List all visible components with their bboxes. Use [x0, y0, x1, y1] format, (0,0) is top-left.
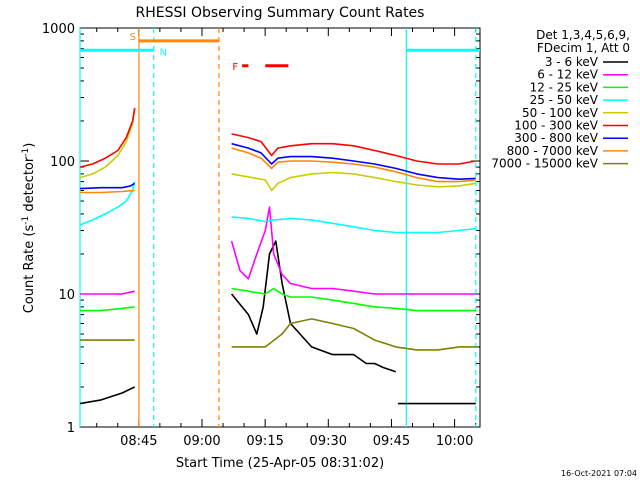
- series-5: [79, 107, 476, 168]
- series-1: [80, 206, 476, 295]
- series-1-segment-0: [80, 290, 135, 295]
- y-axis-label-sup2: -1: [21, 148, 31, 157]
- legend-label-3: 25 - 50 keV: [530, 93, 599, 107]
- chart-title: RHESSI Observing Summary Count Rates: [136, 5, 425, 21]
- series-1-segment-1: [230, 206, 476, 295]
- legend-label-1: 6 - 12 keV: [537, 68, 599, 82]
- series-6-segment-0: [79, 182, 136, 190]
- x-tick-label-5: 10:00: [436, 434, 473, 449]
- series-5-segment-1: [231, 133, 476, 165]
- y-tick-label-1: 10: [58, 288, 75, 303]
- y-axis-label-end: ): [22, 143, 37, 148]
- saa-label: S: [130, 32, 136, 43]
- night-label: N: [160, 47, 167, 58]
- x-axis-label: Start Time (25-Apr-05 08:31:02): [176, 456, 384, 471]
- series-5-segment-0: [79, 107, 136, 168]
- y-axis: 1 10 100 1000: [42, 22, 480, 436]
- series-7-segment-1: [231, 147, 476, 183]
- y-tick-label-2: 100: [50, 155, 75, 170]
- x-tick-label-0: 08:45: [120, 434, 157, 449]
- series-0-segment-0: [79, 386, 136, 405]
- plot-frame: [79, 27, 481, 428]
- flare-label: F: [232, 62, 238, 73]
- series-8-segment-1: [231, 318, 476, 351]
- legend-label-5: 100 - 300 keV: [514, 119, 598, 133]
- legend-label-2: 12 - 25 keV: [530, 80, 599, 94]
- legend-label-4: 50 - 100 keV: [522, 106, 599, 120]
- legend-label-6: 300 - 800 keV: [514, 131, 598, 145]
- legend-label-7: 800 - 7000 keV: [507, 144, 599, 158]
- x-tick-label-3: 09:30: [310, 434, 347, 449]
- y-tick-label-3: 1000: [42, 22, 75, 37]
- series-7-segment-0: [80, 189, 135, 194]
- series-4-segment-0: [79, 107, 136, 179]
- series-2-segment-1: [231, 287, 476, 312]
- x-tick-label-1: 09:00: [183, 434, 220, 449]
- legend: Det 1,3,4,5,6,9, FDecim 1, Att 0 3 - 6 k…: [491, 28, 630, 171]
- y-axis-label-mid: detector: [22, 156, 37, 216]
- series-6-segment-1: [231, 142, 476, 180]
- y-axis-label-main: Count Rate (s: [22, 225, 37, 314]
- series-2: [80, 287, 476, 312]
- x-tick-label-2: 09:15: [246, 434, 283, 449]
- series-layer: [79, 107, 476, 405]
- series-4: [79, 107, 476, 192]
- x-tick-label-4: 09:45: [373, 434, 410, 449]
- annotations: N S F: [79, 28, 480, 427]
- y-tick-label-0: 1: [67, 421, 75, 436]
- legend-header-line-2: FDecim 1, Att 0: [537, 41, 630, 55]
- series-6: [79, 142, 476, 190]
- plot-area: [79, 27, 481, 428]
- y-axis-label-sup1: -1: [21, 216, 31, 225]
- series-3-segment-1: [231, 216, 476, 234]
- legend-label-0: 3 - 6 keV: [545, 55, 599, 69]
- y-axis-label: Count Rate (s-1 detector-1): [21, 143, 37, 314]
- legend-label-8: 7000 - 15000 keV: [491, 157, 598, 171]
- series-8: [80, 318, 476, 351]
- legend-header-line-1: Det 1,3,4,5,6,9,: [536, 28, 630, 42]
- timestamp: 16-Oct-2021 07:04: [561, 469, 637, 478]
- series-4-segment-1: [231, 171, 476, 192]
- series-2-segment-0: [80, 306, 135, 312]
- series-7: [80, 147, 476, 194]
- x-axis: 08:45 09:00 09:15 09:30 09:45 10:00: [96, 28, 477, 449]
